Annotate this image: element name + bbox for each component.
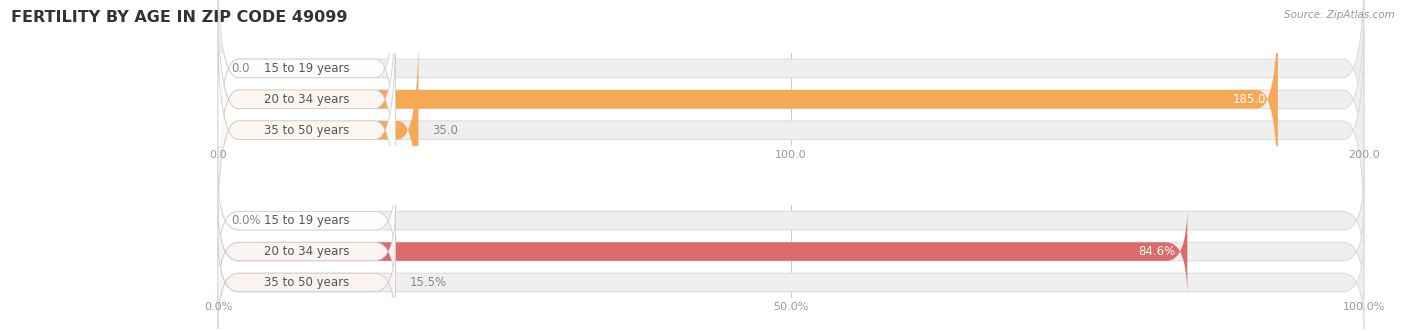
Text: 84.6%: 84.6%: [1139, 245, 1175, 258]
FancyBboxPatch shape: [218, 236, 1364, 329]
FancyBboxPatch shape: [218, 236, 395, 329]
Text: 35.0: 35.0: [432, 124, 458, 137]
Text: 0.0%: 0.0%: [232, 214, 262, 227]
Text: 20 to 34 years: 20 to 34 years: [264, 245, 350, 258]
FancyBboxPatch shape: [218, 205, 1364, 298]
Text: 20 to 34 years: 20 to 34 years: [264, 93, 350, 106]
Text: 15.5%: 15.5%: [409, 276, 447, 289]
Text: 0.0: 0.0: [232, 62, 250, 75]
Text: 15 to 19 years: 15 to 19 years: [264, 214, 350, 227]
Text: 35 to 50 years: 35 to 50 years: [264, 124, 349, 137]
FancyBboxPatch shape: [218, 0, 1278, 201]
FancyBboxPatch shape: [218, 28, 395, 232]
FancyBboxPatch shape: [218, 28, 419, 232]
Text: 35 to 50 years: 35 to 50 years: [264, 276, 349, 289]
Text: 185.0: 185.0: [1233, 93, 1267, 106]
FancyBboxPatch shape: [218, 174, 1364, 267]
FancyBboxPatch shape: [218, 174, 395, 267]
FancyBboxPatch shape: [218, 0, 395, 170]
FancyBboxPatch shape: [218, 28, 1364, 232]
FancyBboxPatch shape: [218, 236, 395, 329]
FancyBboxPatch shape: [218, 0, 395, 201]
Text: FERTILITY BY AGE IN ZIP CODE 49099: FERTILITY BY AGE IN ZIP CODE 49099: [11, 10, 347, 25]
Text: Source: ZipAtlas.com: Source: ZipAtlas.com: [1284, 10, 1395, 20]
FancyBboxPatch shape: [218, 205, 395, 298]
Text: 15 to 19 years: 15 to 19 years: [264, 62, 350, 75]
FancyBboxPatch shape: [218, 205, 1187, 298]
FancyBboxPatch shape: [218, 0, 1364, 201]
FancyBboxPatch shape: [218, 0, 1364, 170]
